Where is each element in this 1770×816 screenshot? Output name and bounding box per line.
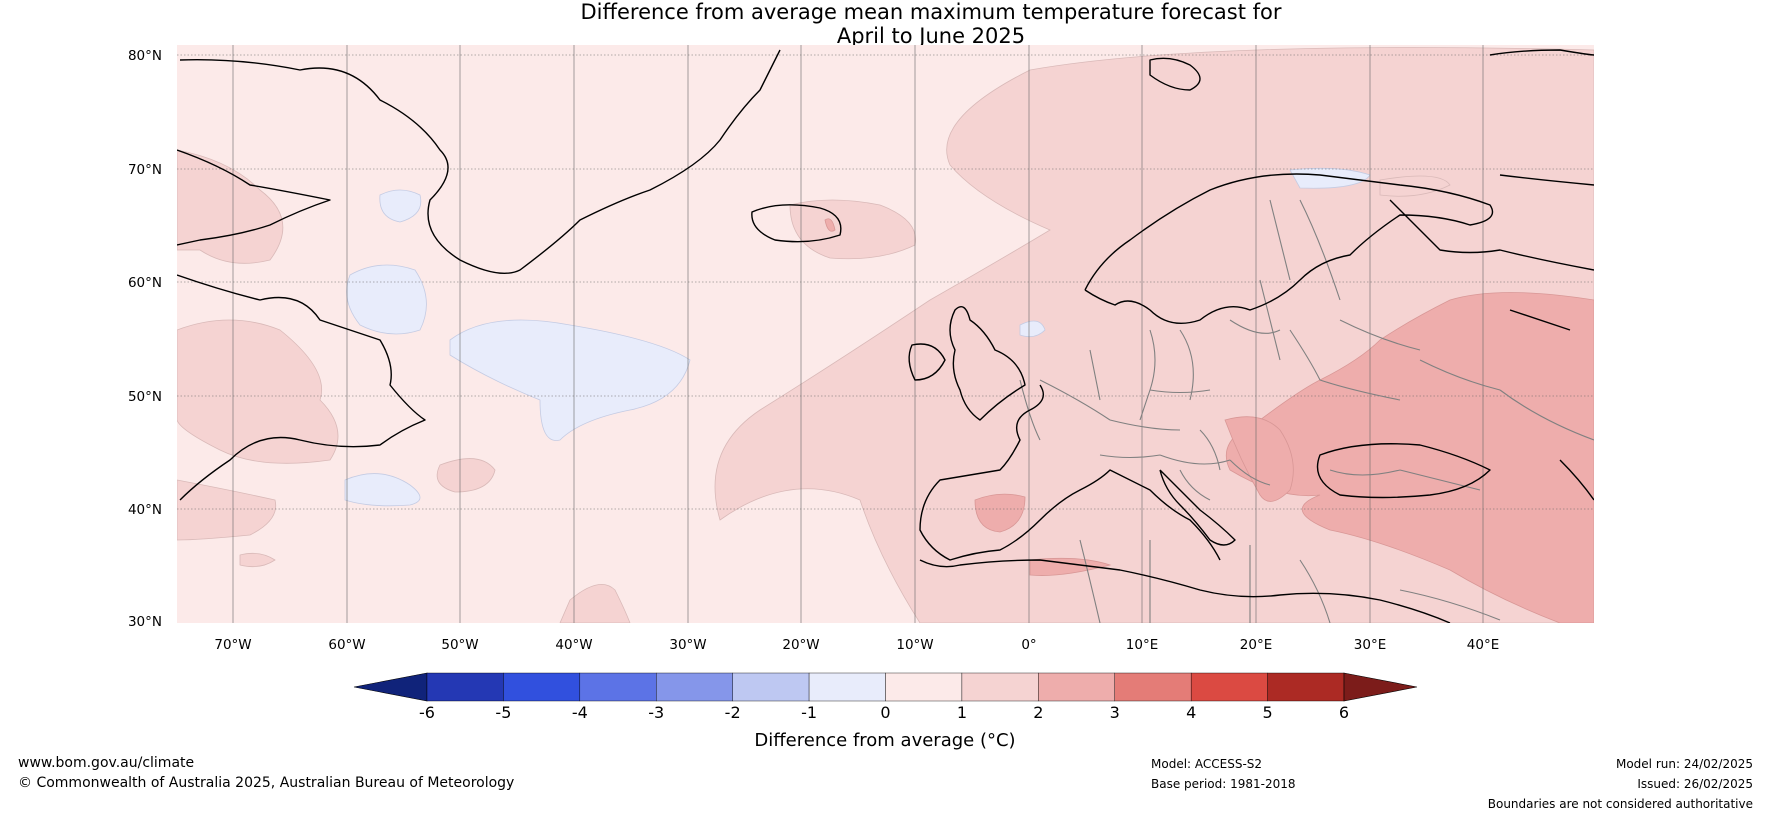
graticule-parallels bbox=[177, 54, 1594, 510]
disclaimer-text: Boundaries are not considered authoritat… bbox=[1487, 797, 1753, 811]
colorbar-segment bbox=[426, 672, 504, 702]
labrador-sea-cool-region bbox=[346, 264, 427, 335]
labrador-warm-region bbox=[177, 149, 284, 264]
issued-text: Issued: 26/02/2025 bbox=[1637, 777, 1753, 791]
lat-label-50n: 50°N bbox=[127, 389, 162, 405]
lon-label-40e: 40°E bbox=[1466, 637, 1500, 653]
atlantic-warm-spot bbox=[436, 458, 496, 493]
lon-label-0: 0° bbox=[1021, 637, 1037, 653]
colorbar-segment bbox=[1267, 672, 1345, 702]
russia-arctic-coast bbox=[1499, 174, 1594, 186]
caspian-coast bbox=[1559, 459, 1594, 501]
coastlines bbox=[177, 49, 1594, 623]
colorbar-tick-label: -6 bbox=[419, 703, 435, 722]
newfoundland-warm-region bbox=[177, 319, 339, 464]
white-sea-coast bbox=[1389, 199, 1594, 271]
atlantic-cool-spot bbox=[344, 473, 421, 507]
east-europe-warm-region bbox=[1225, 292, 1594, 623]
labrador-coast bbox=[177, 274, 426, 501]
lat-label-70n: 70°N bbox=[127, 162, 162, 178]
colorbar-segment bbox=[579, 672, 657, 702]
lon-label-70w: 70°W bbox=[214, 637, 252, 653]
country-borders bbox=[1019, 199, 1594, 623]
western-europe-coast bbox=[919, 384, 1221, 561]
lon-label-10e: 10°E bbox=[1125, 637, 1159, 653]
lon-label-20w: 20°W bbox=[782, 637, 820, 653]
lat-label-30n: 30°N bbox=[127, 614, 162, 630]
title-line-1: Difference from average mean maximum tem… bbox=[580, 0, 1282, 24]
colorbar bbox=[353, 672, 1418, 702]
colorbar-segment bbox=[1114, 672, 1192, 702]
atlantic-warm-region-west bbox=[177, 479, 277, 541]
lon-label-30e: 30°E bbox=[1353, 637, 1387, 653]
colorbar-label: Difference from average (°C) bbox=[754, 730, 1016, 751]
map-title: Difference from average mean maximum tem… bbox=[0, 0, 1770, 48]
france-cool-spot bbox=[1019, 320, 1046, 338]
atlantic-warm-spot-3 bbox=[559, 583, 631, 623]
colorbar-tick-label: -3 bbox=[648, 703, 665, 722]
iceland-warm-spot bbox=[824, 218, 836, 232]
great-britain-coast bbox=[949, 306, 1026, 421]
balkans-warm-region bbox=[1224, 416, 1294, 502]
colorbar-tick-label: -1 bbox=[801, 703, 818, 722]
colorbar-segment bbox=[732, 672, 810, 702]
north-africa-coast bbox=[919, 559, 1451, 623]
colorbar-tick-label: 6 bbox=[1338, 703, 1350, 722]
colorbar-segment bbox=[808, 672, 886, 702]
lon-label-20e: 20°E bbox=[1239, 637, 1273, 653]
colorbar-tick-label: 0 bbox=[880, 703, 891, 722]
model-text: Model: ACCESS-S2 bbox=[1151, 757, 1263, 771]
italy-coast bbox=[1159, 469, 1236, 546]
arctic-islands-coast bbox=[1149, 49, 1594, 91]
colorbar-tick-label: -2 bbox=[724, 703, 741, 722]
website-link[interactable]: www.bom.gov.au/climate bbox=[18, 755, 195, 771]
cool-anomaly bbox=[344, 167, 1371, 507]
colorbar-arrow-low bbox=[353, 672, 428, 702]
lat-label-60n: 60°N bbox=[127, 275, 162, 291]
lon-label-30w: 30°W bbox=[669, 637, 707, 653]
ireland-coast bbox=[908, 343, 946, 381]
colorbar-tick-label: 1 bbox=[956, 703, 967, 722]
colorbar-tick-label: -4 bbox=[571, 703, 588, 722]
baffin-coast bbox=[177, 149, 331, 246]
inland-coast bbox=[1509, 309, 1571, 331]
colorbar-segment bbox=[961, 672, 1039, 702]
warm-anomaly-2-3 bbox=[824, 218, 1594, 623]
map-area bbox=[177, 45, 1594, 623]
colorbar-segment bbox=[656, 672, 733, 702]
title-line-2: April to June 2025 bbox=[836, 24, 1026, 48]
colorbar-tick-label: 4 bbox=[1186, 703, 1197, 722]
greenland-coast bbox=[179, 49, 781, 275]
base-period-text: Base period: 1981-2018 bbox=[1151, 777, 1296, 791]
north-africa-warm-spot bbox=[1029, 557, 1112, 576]
copyright-text: © Commonwealth of Australia 2025, Austra… bbox=[18, 775, 515, 791]
colorbar-tick-label: 2 bbox=[1033, 703, 1044, 722]
colorbar-arrow-high bbox=[1343, 672, 1418, 702]
colorbar-tick-label: 3 bbox=[1109, 703, 1120, 722]
lon-label-40w: 40°W bbox=[555, 637, 593, 653]
colorbar-segment bbox=[885, 672, 963, 702]
lon-label-60w: 60°W bbox=[328, 637, 366, 653]
colorbar-tick-label: 5 bbox=[1262, 703, 1273, 722]
labrador-sea-cool-spot bbox=[379, 189, 422, 223]
lat-label-80n: 80°N bbox=[127, 48, 162, 64]
lat-label-40n: 40°N bbox=[127, 502, 162, 518]
colorbar-segment bbox=[1190, 672, 1268, 702]
black-sea-coast bbox=[1316, 443, 1491, 499]
iberia-warm-spot bbox=[974, 493, 1026, 533]
colorbar-segment bbox=[1038, 672, 1115, 702]
scandinavia-coast bbox=[1084, 173, 1494, 324]
atlantic-warm-spot-2 bbox=[239, 552, 276, 568]
colorbar-segment bbox=[503, 672, 581, 702]
model-run-text: Model run: 24/02/2025 bbox=[1615, 757, 1753, 771]
colorbar-tick-label: -5 bbox=[495, 703, 512, 722]
north-atlantic-cool-region bbox=[449, 319, 691, 441]
iceland-coast bbox=[751, 204, 842, 243]
lon-label-50w: 50°W bbox=[441, 637, 479, 653]
lon-label-10w: 10°W bbox=[896, 637, 934, 653]
